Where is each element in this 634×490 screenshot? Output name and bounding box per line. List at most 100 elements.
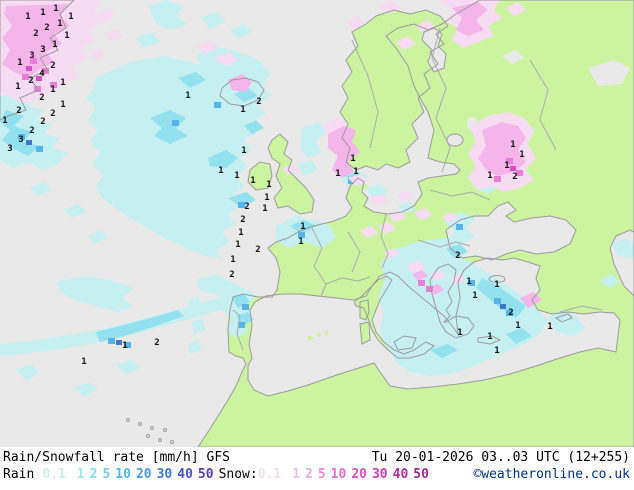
precip-amount-label: 2 xyxy=(256,97,261,107)
precip-amount-label: 2 xyxy=(240,215,245,225)
precip-amount-label: 1 xyxy=(353,167,358,177)
snow-legend-value: 10 xyxy=(330,467,347,482)
precip-amount-label: 1 xyxy=(466,277,471,287)
precip-amount-label: 2 xyxy=(244,202,249,212)
precip-amount-label: 2 xyxy=(255,245,260,255)
precip-amount-label: 1 xyxy=(60,78,65,88)
precip-amount-label: 1 xyxy=(547,322,552,332)
snow-legend-label: Snow: xyxy=(218,467,258,482)
precip-amount-label: 2 xyxy=(33,29,38,39)
snow-legend-value: 40 xyxy=(392,467,409,482)
snow-legend-values: 0.1 1 2 5 10 20 30 40 50 xyxy=(258,467,434,482)
precip-amount-label: 1 xyxy=(60,100,65,110)
precip-amount-label: 1 xyxy=(40,8,45,18)
precip-amount-label: 1 xyxy=(241,146,246,156)
snow-legend-value: 30 xyxy=(371,467,388,482)
map-datetime: Tu 20-01-2026 03..03 UTC (12+255) xyxy=(371,450,630,465)
legend-bar: Rain/Snowfall rate [mm/h] GFS Tu 20-01-2… xyxy=(0,447,634,490)
precip-amount-label: 1 xyxy=(487,171,492,181)
rain-legend-value: 30 xyxy=(156,467,173,482)
precip-amount-label: 1 xyxy=(240,105,245,115)
map-title: Rain/Snowfall rate [mm/h] GFS xyxy=(3,450,230,465)
precip-amount-label: 1 xyxy=(68,12,73,22)
precip-amount-label: 1 xyxy=(52,40,57,50)
precip-amount-label: 1 xyxy=(298,237,303,247)
precip-amount-label: 2 xyxy=(508,308,513,318)
precip-amount-label: 2 xyxy=(16,106,21,116)
precip-amount-label: 1 xyxy=(250,176,255,186)
border-layer xyxy=(232,27,603,351)
precip-amount-label: 1 xyxy=(487,332,492,342)
rain-legend-value: 10 xyxy=(115,467,131,482)
rain-legend-value: 20 xyxy=(135,467,152,482)
precip-amount-label: 1 xyxy=(218,166,223,176)
rain-legend-value: 50 xyxy=(197,467,214,482)
snow-legend-value: 0.1 xyxy=(257,467,282,482)
precip-amount-label: 1 xyxy=(515,321,520,331)
rain-legend-values: 0.1 1 2 5 10 20 30 40 50 xyxy=(42,467,218,482)
precip-amount-label: 2 xyxy=(28,76,33,86)
precip-amount-label: 1 xyxy=(238,228,243,238)
snow-legend-value: 1 xyxy=(292,467,301,482)
rain-legend-value: 0.1 xyxy=(42,467,66,482)
precip-amount-label: 1 xyxy=(335,169,340,179)
precip-amount-label: 2 xyxy=(44,23,49,33)
precip-amount-label: 3 xyxy=(7,144,12,154)
snow-legend-value: 20 xyxy=(351,467,367,482)
precip-amount-label: 4 xyxy=(39,69,45,79)
precip-amount-label: 1 xyxy=(53,4,58,14)
precip-amount-label: 1 xyxy=(230,255,235,265)
precip-amount-label: 1 xyxy=(457,328,462,338)
precip-amount-label: 1 xyxy=(350,154,355,164)
precip-amount-label: 1 xyxy=(504,161,509,171)
precip-amount-label: 1 xyxy=(235,240,240,250)
precip-amount-label: 1 xyxy=(494,346,499,356)
precip-amount-label: 2 xyxy=(29,126,34,136)
copyright: ©weatheronline.co.uk xyxy=(473,467,630,482)
precip-amount-label: 2 xyxy=(39,93,44,103)
precip-amount-label: 2 xyxy=(154,338,159,348)
precip-amount-label: 1 xyxy=(17,58,22,68)
precip-amount-label: 1 xyxy=(472,291,477,301)
precip-amount-label: 1 xyxy=(25,12,30,22)
precip-amount-label: 1 xyxy=(57,19,62,29)
snow-legend-value: 5 xyxy=(317,467,326,482)
precip-amount-label: 1 xyxy=(519,150,524,160)
precip-amount-label: 1 xyxy=(262,204,267,214)
precip-amount-label: 3 xyxy=(18,135,23,145)
rain-legend-label: Rain xyxy=(3,467,35,482)
precip-amount-label: 1 xyxy=(234,171,239,181)
rain-legend-value: 2 xyxy=(89,467,98,482)
precip-amount-label: 2 xyxy=(229,270,234,280)
precip-amount-label: 1 xyxy=(185,91,190,101)
precip-amount-label: 1 xyxy=(81,357,86,367)
precip-amount-label: 2 xyxy=(40,117,45,127)
precip-amount-label: 2 xyxy=(50,61,55,71)
precip-amount-label: 1 xyxy=(300,222,305,232)
rain-legend-value: 1 xyxy=(76,467,85,482)
precip-amount-label: 1 xyxy=(122,341,127,351)
precip-snow-layer xyxy=(0,0,542,308)
rain-heavy-cells xyxy=(18,102,513,348)
precip-amount-label: 1 xyxy=(494,280,499,290)
coastline-layer xyxy=(0,0,634,447)
precip-amount-label: 1 xyxy=(2,116,7,126)
precip-amount-label: 2 xyxy=(512,172,517,182)
precip-amount-label: 1 xyxy=(50,85,55,95)
rain-legend-value: 5 xyxy=(102,467,111,482)
snow-legend-value: 2 xyxy=(305,467,313,482)
precip-amount-label: 2 xyxy=(455,251,460,261)
precip-amount-label: 1 xyxy=(266,180,271,190)
precip-amount-label: 1 xyxy=(264,193,269,203)
precip-amount-label: 3 xyxy=(29,51,34,61)
snow-legend-value: 50 xyxy=(413,467,429,482)
inland-seas-layer xyxy=(248,28,634,396)
precip-amount-label: 1 xyxy=(510,140,515,150)
rain-legend-value: 40 xyxy=(177,467,193,482)
precip-amount-label: 3 xyxy=(40,45,45,55)
precip-amount-label: 1 xyxy=(15,82,20,92)
